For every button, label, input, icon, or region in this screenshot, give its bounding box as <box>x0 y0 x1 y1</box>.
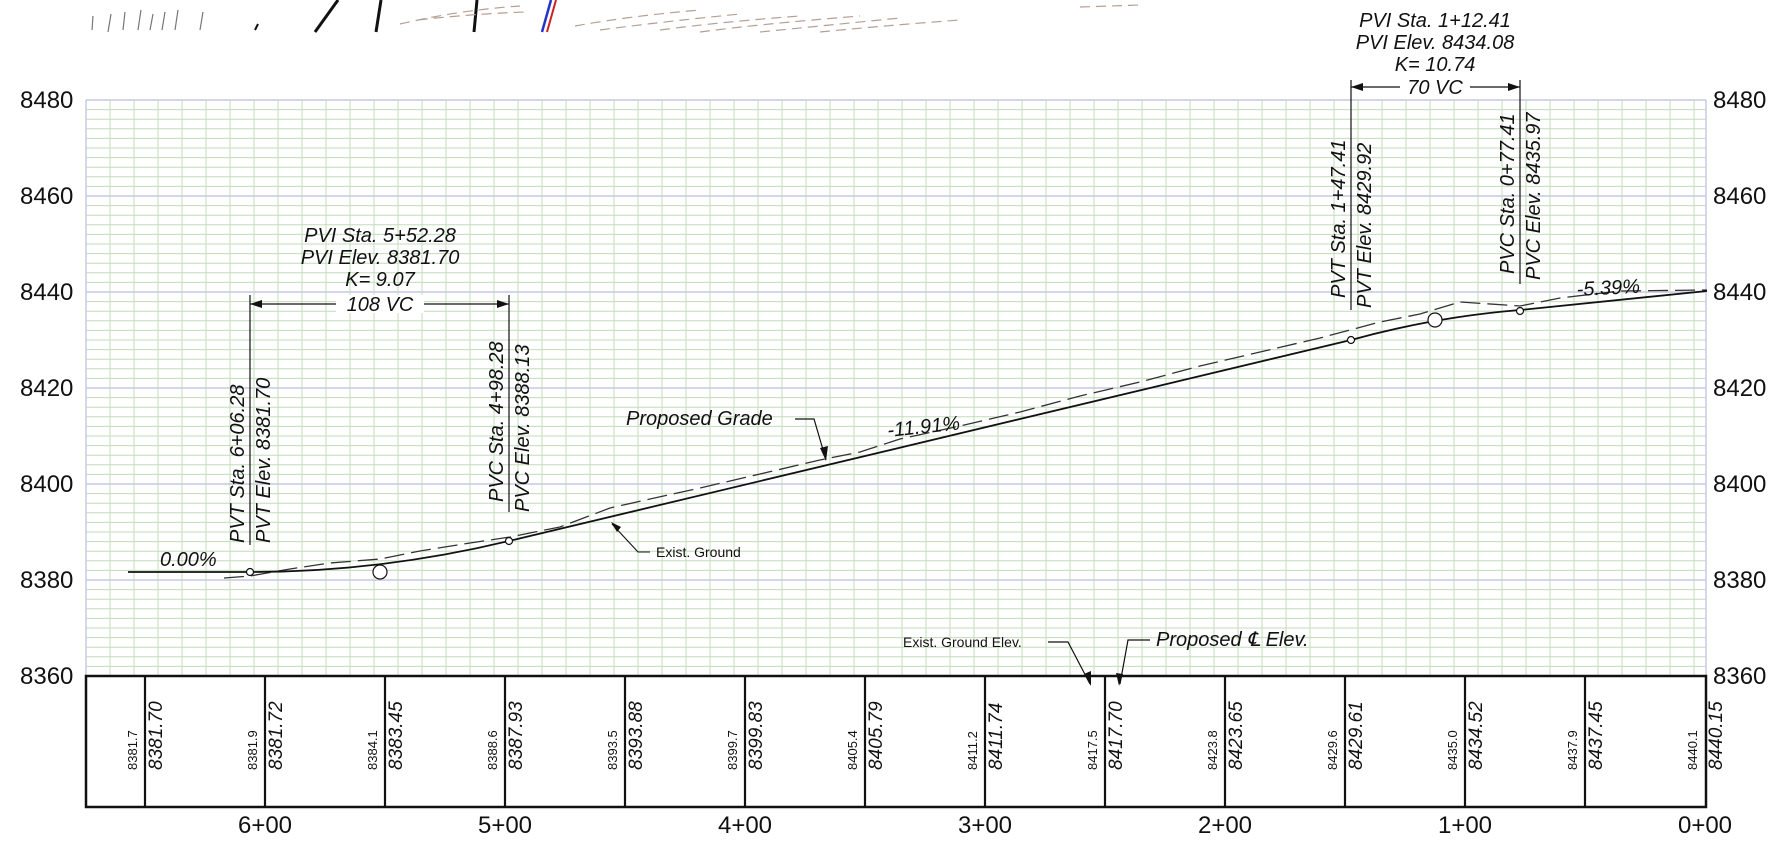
left-pvc-elevation: PVC Elev. 8388.13 <box>512 344 534 512</box>
elev-label-right-8400: 8400 <box>1713 471 1766 498</box>
pvt-marker-left <box>245 567 255 577</box>
proposed-centerline-elevation-value: 8393.88 <box>626 701 647 770</box>
right-vertical-curve-length: 70 VC <box>1407 77 1463 99</box>
grade-label-right: -5.39% <box>1576 276 1640 301</box>
existing-ground-elevation-value: 8435.0 <box>1445 730 1460 770</box>
right-k-value: K= 10.74 <box>1395 54 1476 76</box>
elev-label-right-8360: 8360 <box>1713 663 1766 690</box>
exist-ground-elev-callout: Exist. Ground Elev. <box>903 634 1091 686</box>
proposed-centerline-elevation-value: 8383.45 <box>386 701 407 770</box>
pvt-marker-right <box>1346 335 1356 345</box>
station-label-0-00: 0+00 <box>1678 812 1732 839</box>
proposed-grade-callout: Proposed Grade <box>626 408 828 461</box>
station-label-1-00: 1+00 <box>1438 812 1492 839</box>
elev-label-right-8420: 8420 <box>1713 375 1766 402</box>
elev-label-right-8380: 8380 <box>1713 567 1766 594</box>
curve-points <box>245 306 1525 580</box>
proposed-centerline-elevation-value: 8429.61 <box>1346 701 1367 770</box>
proposed-centerline-elevation-value: 8405.79 <box>866 701 887 770</box>
existing-ground-elevation-value: 8437.9 <box>1565 730 1580 770</box>
pvi-marker-right <box>1427 312 1443 328</box>
proposed-centerline-elevation-value: 8399.83 <box>746 701 767 770</box>
left-k-value: K= 9.07 <box>345 269 415 291</box>
elev-label-left-8460: 8460 <box>20 183 73 210</box>
existing-ground-elevation-value: 8429.6 <box>1325 730 1340 770</box>
right-pvc-elevation: PVC Elev. 8435.97 <box>1523 112 1545 280</box>
elev-label-left-8440: 8440 <box>20 279 73 306</box>
elev-label-left-8480: 8480 <box>20 87 73 114</box>
proposed-centerline-elevation-value: 8411.74 <box>986 703 1007 770</box>
right-pvi-elevation: PVI Elev. 8434.08 <box>1356 32 1515 54</box>
elev-label-left-8380: 8380 <box>20 567 73 594</box>
existing-ground-elevation-value: 8393.5 <box>605 730 620 770</box>
elevation-axis-left: 8480 8460 8440 8420 8400 8380 8360 <box>20 87 73 690</box>
left-pvi-station: PVI Sta. 5+52.28 <box>304 225 456 247</box>
existing-ground-elevation-value: 8399.7 <box>725 730 740 770</box>
existing-ground-line <box>223 289 1708 579</box>
right-pvc-station: PVC Sta. 0+77.41 <box>1497 113 1519 274</box>
proposed-cl-elev-label: Proposed ℄ Elev. <box>1156 629 1309 651</box>
proposed-cl-elev-callout: Proposed ℄ Elev. <box>1116 629 1309 686</box>
right-pvi-station: PVI Sta. 1+12.41 <box>1359 10 1511 32</box>
existing-ground-elevation-value: 8381.9 <box>245 730 260 770</box>
left-pvt-station: PVT Sta. 6+06.28 <box>227 385 249 543</box>
station-label-4-00: 4+00 <box>718 812 772 839</box>
proposed-centerline-elevation-value: 8381.72 <box>266 701 287 770</box>
proposed-centerline-elevation-value: 8434.52 <box>1466 701 1487 770</box>
proposed-grade-label: Proposed Grade <box>626 408 773 430</box>
elevation-table: 8381.7 8381.70 8381.9 8381.72 8384.1 8383.45 8… <box>84 674 1727 809</box>
profile-grid <box>85 99 1707 677</box>
elev-label-right-8480: 8480 <box>1713 87 1766 114</box>
elevation-axis-right: 8480 8460 8440 8420 8400 8380 8360 <box>1713 87 1766 690</box>
elev-label-left-8420: 8420 <box>20 375 73 402</box>
existing-ground-elevation-value: 8388.6 <box>485 730 500 770</box>
exist-ground-label: Exist. Ground <box>656 544 741 560</box>
elev-label-left-8360: 8360 <box>20 663 73 690</box>
station-axis: 6+00 5+00 4+00 3+00 2+00 1+00 0+00 <box>238 812 1732 839</box>
station-label-3-00: 3+00 <box>958 812 1012 839</box>
pvc-marker-right <box>1515 306 1525 316</box>
right-pvt-station: PVT Sta. 1+47.41 <box>1328 140 1350 298</box>
pvi-marker-left <box>372 564 388 580</box>
proposed-centerline-elevation-value: 8440.15 <box>1706 701 1727 770</box>
left-pvt-elevation: PVT Elev. 8381.70 <box>253 378 275 543</box>
left-pvc-station: PVC Sta. 4+98.28 <box>486 341 508 502</box>
existing-ground-elevation-value: 8411.2 <box>965 731 980 770</box>
elev-label-right-8460: 8460 <box>1713 183 1766 210</box>
station-label-6-00: 6+00 <box>238 812 292 839</box>
proposed-centerline-elevation-value: 8381.70 <box>146 701 167 770</box>
existing-ground-elevation-value: 8381.7 <box>125 730 140 770</box>
proposed-centerline-elevation-value: 8387.93 <box>506 701 527 770</box>
station-label-5-00: 5+00 <box>478 812 532 839</box>
grade-label-left: 0.00% <box>160 549 217 571</box>
station-label-2-00: 2+00 <box>1198 812 1252 839</box>
pvc-marker-left <box>504 536 514 546</box>
plan-view-fragment <box>91 0 1141 33</box>
elev-label-left-8400: 8400 <box>20 471 73 498</box>
left-pvi-elevation: PVI Elev. 8381.70 <box>301 247 460 269</box>
proposed-centerline-elevation-value: 8437.45 <box>1586 701 1607 770</box>
existing-ground-elevation-value: 8423.8 <box>1205 730 1220 770</box>
existing-ground-elevation-value: 8440.1 <box>1685 730 1700 770</box>
right-pvt-elevation: PVT Elev. 8429.92 <box>1354 143 1376 308</box>
left-vertical-curve-annotation: PVI Sta. 5+52.28 PVI Elev. 8381.70 K= 9.… <box>227 225 534 545</box>
left-vertical-curve-length: 108 VC <box>347 294 414 316</box>
existing-ground-elevation-value: 8384.1 <box>365 730 380 770</box>
proposed-centerline-elevation-value: 8423.65 <box>1226 701 1247 770</box>
right-vertical-curve-annotation: PVI Sta. 1+12.41 PVI Elev. 8434.08 K= 10… <box>1328 10 1545 310</box>
proposed-centerline-elevation-value: 8417.70 <box>1106 701 1127 770</box>
exist-ground-callout: Exist. Ground <box>611 522 741 560</box>
existing-ground-elevation-value: 8417.5 <box>1085 730 1100 770</box>
elev-label-right-8440: 8440 <box>1713 279 1766 306</box>
existing-ground-elevation-value: 8405.4 <box>845 730 860 770</box>
exist-ground-elev-label: Exist. Ground Elev. <box>903 634 1022 650</box>
